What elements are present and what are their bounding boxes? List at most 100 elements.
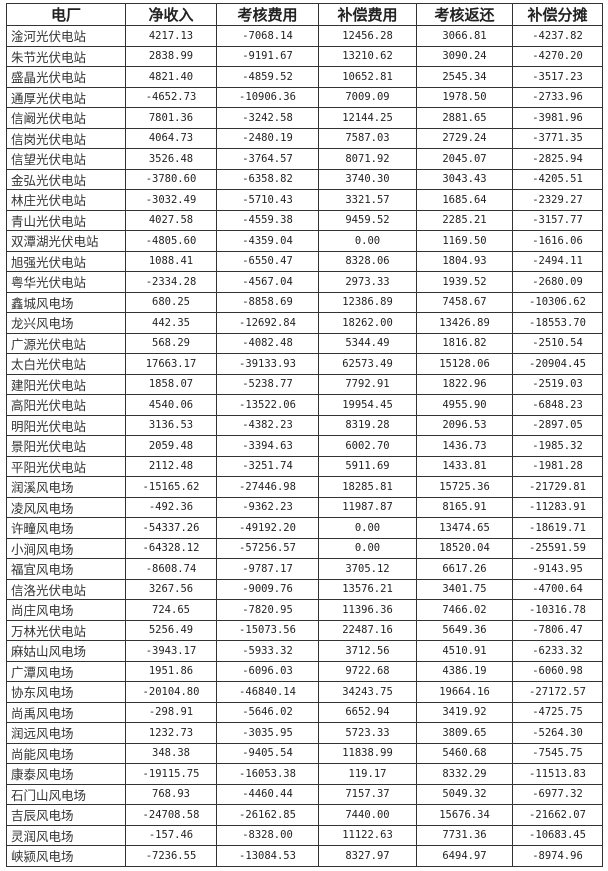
cell-assessment-fee: -3242.58 bbox=[216, 107, 319, 129]
cell-compensation-share: -2519.03 bbox=[512, 373, 603, 395]
cell-plant-name: 尚能风电场 bbox=[6, 742, 126, 764]
cell-plant-name: 吉辰风电场 bbox=[6, 804, 126, 826]
cell-assessment-fee: -3035.95 bbox=[216, 722, 319, 744]
cell-assessment-return: 7466.02 bbox=[416, 599, 513, 621]
cell-net-income: -54337.26 bbox=[125, 517, 217, 539]
table-row: 峡颍风电场 -7236.55 -13084.53 8327.97 6494.97 -897… bbox=[6, 845, 603, 867]
cell-compensation-share: -6848.23 bbox=[512, 394, 603, 416]
cell-assessment-fee: -49192.20 bbox=[216, 517, 319, 539]
header-assessment-return: 考核返还 bbox=[416, 3, 513, 26]
cell-plant-name: 尚庄风电场 bbox=[6, 599, 126, 621]
table-row: 康泰风电场 -19115.75 -16053.38 119.17 8332.29 -115… bbox=[6, 763, 603, 785]
cell-assessment-fee: -4082.48 bbox=[216, 332, 319, 354]
table-row: 龙兴风电场 442.35 -12692.84 18262.00 13426.89 -185… bbox=[6, 312, 603, 334]
cell-compensation-fee: 10652.81 bbox=[318, 66, 417, 88]
cell-compensation-share: -10316.78 bbox=[512, 599, 603, 621]
cell-assessment-return: 15128.06 bbox=[416, 353, 513, 375]
table-row: 信岗光伏电站 4064.73 -2480.19 7587.03 2729.24 -3771… bbox=[6, 127, 603, 149]
cell-compensation-share: -11283.91 bbox=[512, 496, 603, 518]
cell-net-income: 348.38 bbox=[125, 742, 217, 764]
cell-assessment-fee: -46840.14 bbox=[216, 681, 319, 703]
cell-assessment-fee: -3764.57 bbox=[216, 148, 319, 170]
cell-net-income: 2112.48 bbox=[125, 455, 217, 477]
cell-plant-name: 金弘光伏电站 bbox=[6, 168, 126, 190]
cell-compensation-share: -3517.23 bbox=[512, 66, 603, 88]
cell-compensation-fee: 7009.09 bbox=[318, 86, 417, 108]
header-net-income: 净收入 bbox=[125, 3, 217, 26]
cell-net-income: -15165.62 bbox=[125, 476, 217, 498]
cell-assessment-fee: -9787.17 bbox=[216, 558, 319, 580]
cell-assessment-return: 13474.65 bbox=[416, 517, 513, 539]
cell-compensation-fee: 8327.97 bbox=[318, 845, 417, 867]
cell-assessment-return: 5049.32 bbox=[416, 783, 513, 805]
table-row: 许疃风电场 -54337.26 -49192.20 0.00 13474.65 -1861… bbox=[6, 517, 603, 539]
cell-plant-name: 许疃风电场 bbox=[6, 517, 126, 539]
cell-assessment-return: 1169.50 bbox=[416, 230, 513, 252]
cell-plant-name: 协东风电场 bbox=[6, 681, 126, 703]
cell-compensation-fee: 5723.33 bbox=[318, 722, 417, 744]
cell-compensation-fee: 13210.62 bbox=[318, 45, 417, 67]
cell-compensation-share: -2329.27 bbox=[512, 189, 603, 211]
cell-compensation-fee: 3705.12 bbox=[318, 558, 417, 580]
cell-plant-name: 润溪风电场 bbox=[6, 476, 126, 498]
cell-assessment-return: 5649.36 bbox=[416, 619, 513, 641]
cell-assessment-return: 1685.64 bbox=[416, 189, 513, 211]
cell-compensation-share: -2494.11 bbox=[512, 250, 603, 272]
cell-net-income: -3032.49 bbox=[125, 189, 217, 211]
cell-assessment-fee: -39133.93 bbox=[216, 353, 319, 375]
cell-compensation-share: -8974.96 bbox=[512, 845, 603, 867]
cell-compensation-share: -4700.64 bbox=[512, 578, 603, 600]
cell-compensation-share: -3157.77 bbox=[512, 209, 603, 231]
cell-compensation-fee: 0.00 bbox=[318, 537, 417, 559]
cell-net-income: -157.46 bbox=[125, 824, 217, 846]
cell-plant-name: 广潭风电场 bbox=[6, 660, 126, 682]
cell-assessment-return: 1822.96 bbox=[416, 373, 513, 395]
cell-plant-name: 峡颍风电场 bbox=[6, 845, 126, 867]
cell-assessment-return: 3066.81 bbox=[416, 25, 513, 47]
cell-net-income: 568.29 bbox=[125, 332, 217, 354]
cell-assessment-return: 18520.04 bbox=[416, 537, 513, 559]
cell-plant-name: 小涧风电场 bbox=[6, 537, 126, 559]
cell-assessment-fee: -4567.04 bbox=[216, 271, 319, 293]
cell-compensation-share: -2897.05 bbox=[512, 414, 603, 436]
cell-net-income: 1951.86 bbox=[125, 660, 217, 682]
table-row: 麻姑山风电场 -3943.17 -5933.32 3712.56 4510.91 -623… bbox=[6, 640, 603, 662]
cell-compensation-fee: 22487.16 bbox=[318, 619, 417, 641]
table-body: 淦河光伏电站 4217.13 -7068.14 12456.28 3066.81 -423… bbox=[6, 25, 603, 867]
cell-assessment-return: 3809.65 bbox=[416, 722, 513, 744]
cell-net-income: -2334.28 bbox=[125, 271, 217, 293]
cell-compensation-fee: 34243.75 bbox=[318, 681, 417, 703]
cell-assessment-return: 2729.24 bbox=[416, 127, 513, 149]
cell-compensation-fee: 12386.89 bbox=[318, 291, 417, 313]
cell-assessment-fee: -5933.32 bbox=[216, 640, 319, 662]
cell-compensation-fee: 5911.69 bbox=[318, 455, 417, 477]
cell-assessment-return: 1939.52 bbox=[416, 271, 513, 293]
table-row: 信洛光伏电站 3267.56 -9009.76 13576.21 3401.75 -470… bbox=[6, 578, 603, 600]
cell-compensation-share: -20904.45 bbox=[512, 353, 603, 375]
cell-assessment-return: 2096.53 bbox=[416, 414, 513, 436]
table-row: 太白光伏电站 17663.17 -39133.93 62573.49 15128.06-… bbox=[6, 353, 603, 375]
cell-assessment-return: 2045.07 bbox=[416, 148, 513, 170]
cell-assessment-fee: -13084.53 bbox=[216, 845, 319, 867]
cell-compensation-share: -2825.94 bbox=[512, 148, 603, 170]
cell-compensation-share: -2680.09 bbox=[512, 271, 603, 293]
cell-compensation-share: -5264.30 bbox=[512, 722, 603, 744]
cell-net-income: 1088.41 bbox=[125, 250, 217, 272]
cell-assessment-fee: -7820.95 bbox=[216, 599, 319, 621]
cell-net-income: 17663.17 bbox=[125, 353, 217, 375]
table-row: 盛晶光伏电站 4821.40 -4859.52 10652.81 2545.34 -351… bbox=[6, 66, 603, 88]
cell-compensation-share: -21729.81 bbox=[512, 476, 603, 498]
cell-plant-name: 灵润风电场 bbox=[6, 824, 126, 846]
cell-assessment-fee: -4382.23 bbox=[216, 414, 319, 436]
cell-compensation-share: -1981.28 bbox=[512, 455, 603, 477]
cell-net-income: 442.35 bbox=[125, 312, 217, 334]
cell-assessment-return: 4510.91 bbox=[416, 640, 513, 662]
cell-compensation-fee: 9459.52 bbox=[318, 209, 417, 231]
cell-assessment-fee: -9191.67 bbox=[216, 45, 319, 67]
cell-assessment-return: 1804.93 bbox=[416, 250, 513, 272]
table-row: 信望光伏电站 3526.48 -3764.57 8071.92 2045.07 -2825… bbox=[6, 148, 603, 170]
cell-compensation-share: -9143.95 bbox=[512, 558, 603, 580]
cell-plant-name: 鑫城风电场 bbox=[6, 291, 126, 313]
cell-compensation-fee: 7157.37 bbox=[318, 783, 417, 805]
cell-assessment-fee: -9405.54 bbox=[216, 742, 319, 764]
